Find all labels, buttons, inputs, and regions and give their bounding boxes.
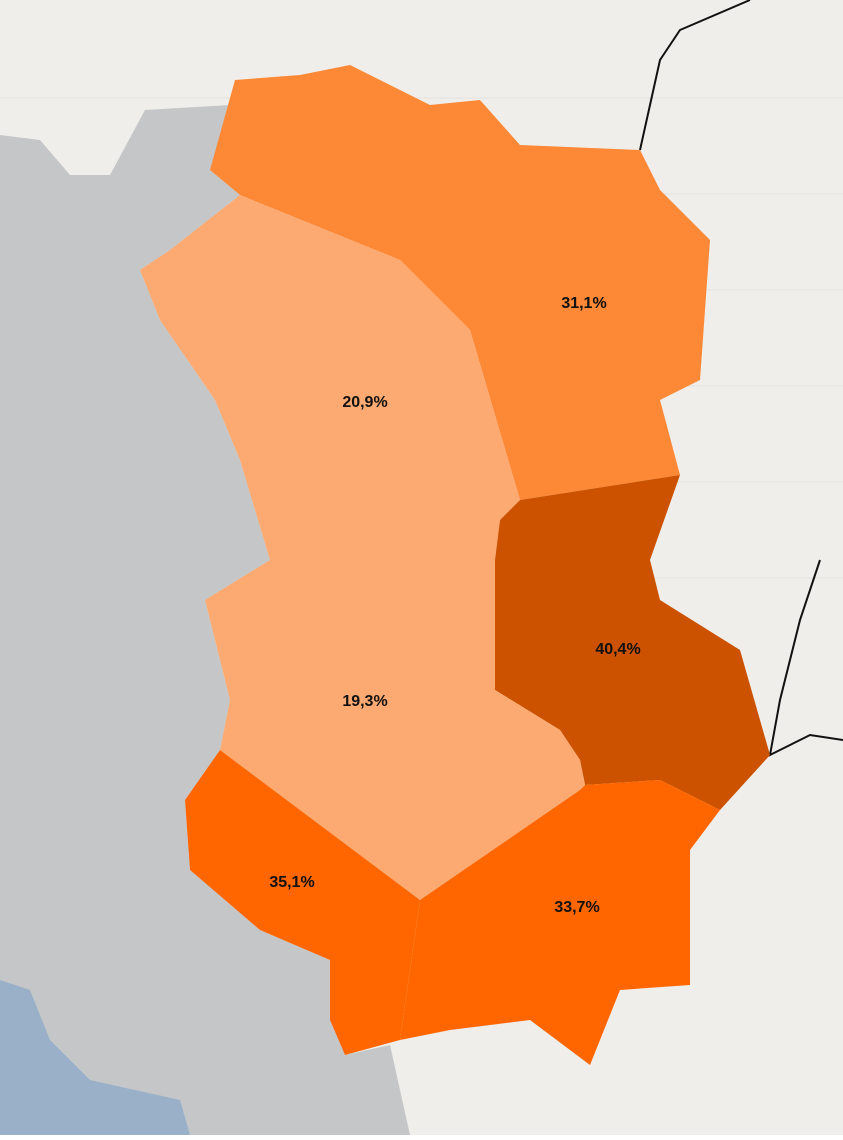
region-label: 35,1% bbox=[269, 874, 314, 891]
neighbor-land bbox=[0, 105, 410, 1135]
border bbox=[639, 0, 843, 757]
region-label: 20,9% bbox=[342, 394, 387, 411]
region-label: 33,7% bbox=[554, 899, 599, 916]
region-label: 19,3% bbox=[342, 693, 387, 710]
region bbox=[210, 65, 710, 500]
region bbox=[495, 475, 770, 810]
labels: 31,1% 20,9% 40,4% 19,3% 35,1% 33,7% bbox=[269, 295, 640, 916]
region-label: 31,1% bbox=[561, 295, 606, 312]
regions bbox=[140, 65, 770, 1065]
region bbox=[400, 780, 720, 1065]
water bbox=[0, 980, 190, 1135]
region-label: 40,4% bbox=[595, 641, 640, 658]
region bbox=[205, 560, 585, 900]
region bbox=[140, 195, 520, 560]
region bbox=[185, 750, 420, 1055]
